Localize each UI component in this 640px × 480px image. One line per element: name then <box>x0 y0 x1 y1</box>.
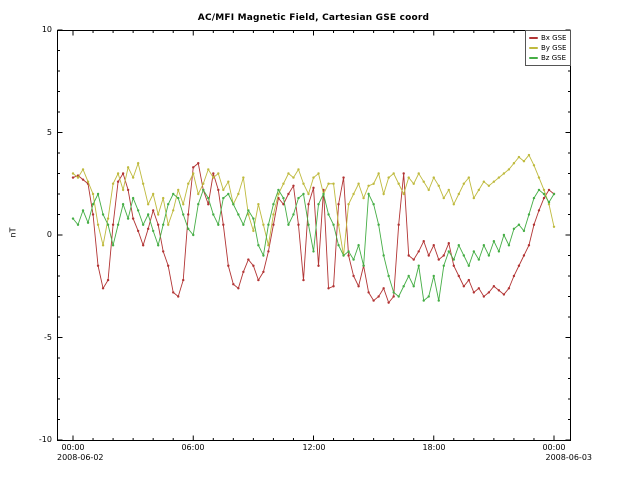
y-tick-label: 10 <box>41 25 52 34</box>
legend-entry-bz: Bz GSE <box>529 53 566 63</box>
y-tick-label: -10 <box>38 435 52 444</box>
bz-series-marker-icon <box>529 57 538 59</box>
legend-label-by: By GSE <box>541 44 567 52</box>
x-tick-label: 06:00 <box>181 443 205 452</box>
x-axis-date-start: 2008-06-02 <box>57 453 104 462</box>
legend: Bx GSE By GSE Bz GSE <box>525 30 572 66</box>
x-axis-date-end: 2008-06-03 <box>545 453 593 462</box>
x-tick-label: 18:00 <box>422 443 446 452</box>
bx-series-marker-icon <box>529 37 538 39</box>
legend-entry-bx: Bx GSE <box>529 33 566 43</box>
chart-title: AC/MFI Magnetic Field, Cartesian GSE coo… <box>197 13 430 23</box>
y-tick-label: 0 <box>46 230 52 239</box>
x-tick-label: 00:00 <box>542 443 566 452</box>
x-tick-label: 12:00 <box>302 443 326 452</box>
y-tick-label: -5 <box>44 333 52 342</box>
y-tick-label: 5 <box>46 128 52 137</box>
legend-entry-by: By GSE <box>529 43 566 53</box>
legend-label-bx: Bx GSE <box>541 34 567 42</box>
x-tick-label: 00:00 <box>61 443 85 452</box>
legend-label-bz: Bz GSE <box>541 54 566 62</box>
by-series-marker-icon <box>529 47 538 49</box>
